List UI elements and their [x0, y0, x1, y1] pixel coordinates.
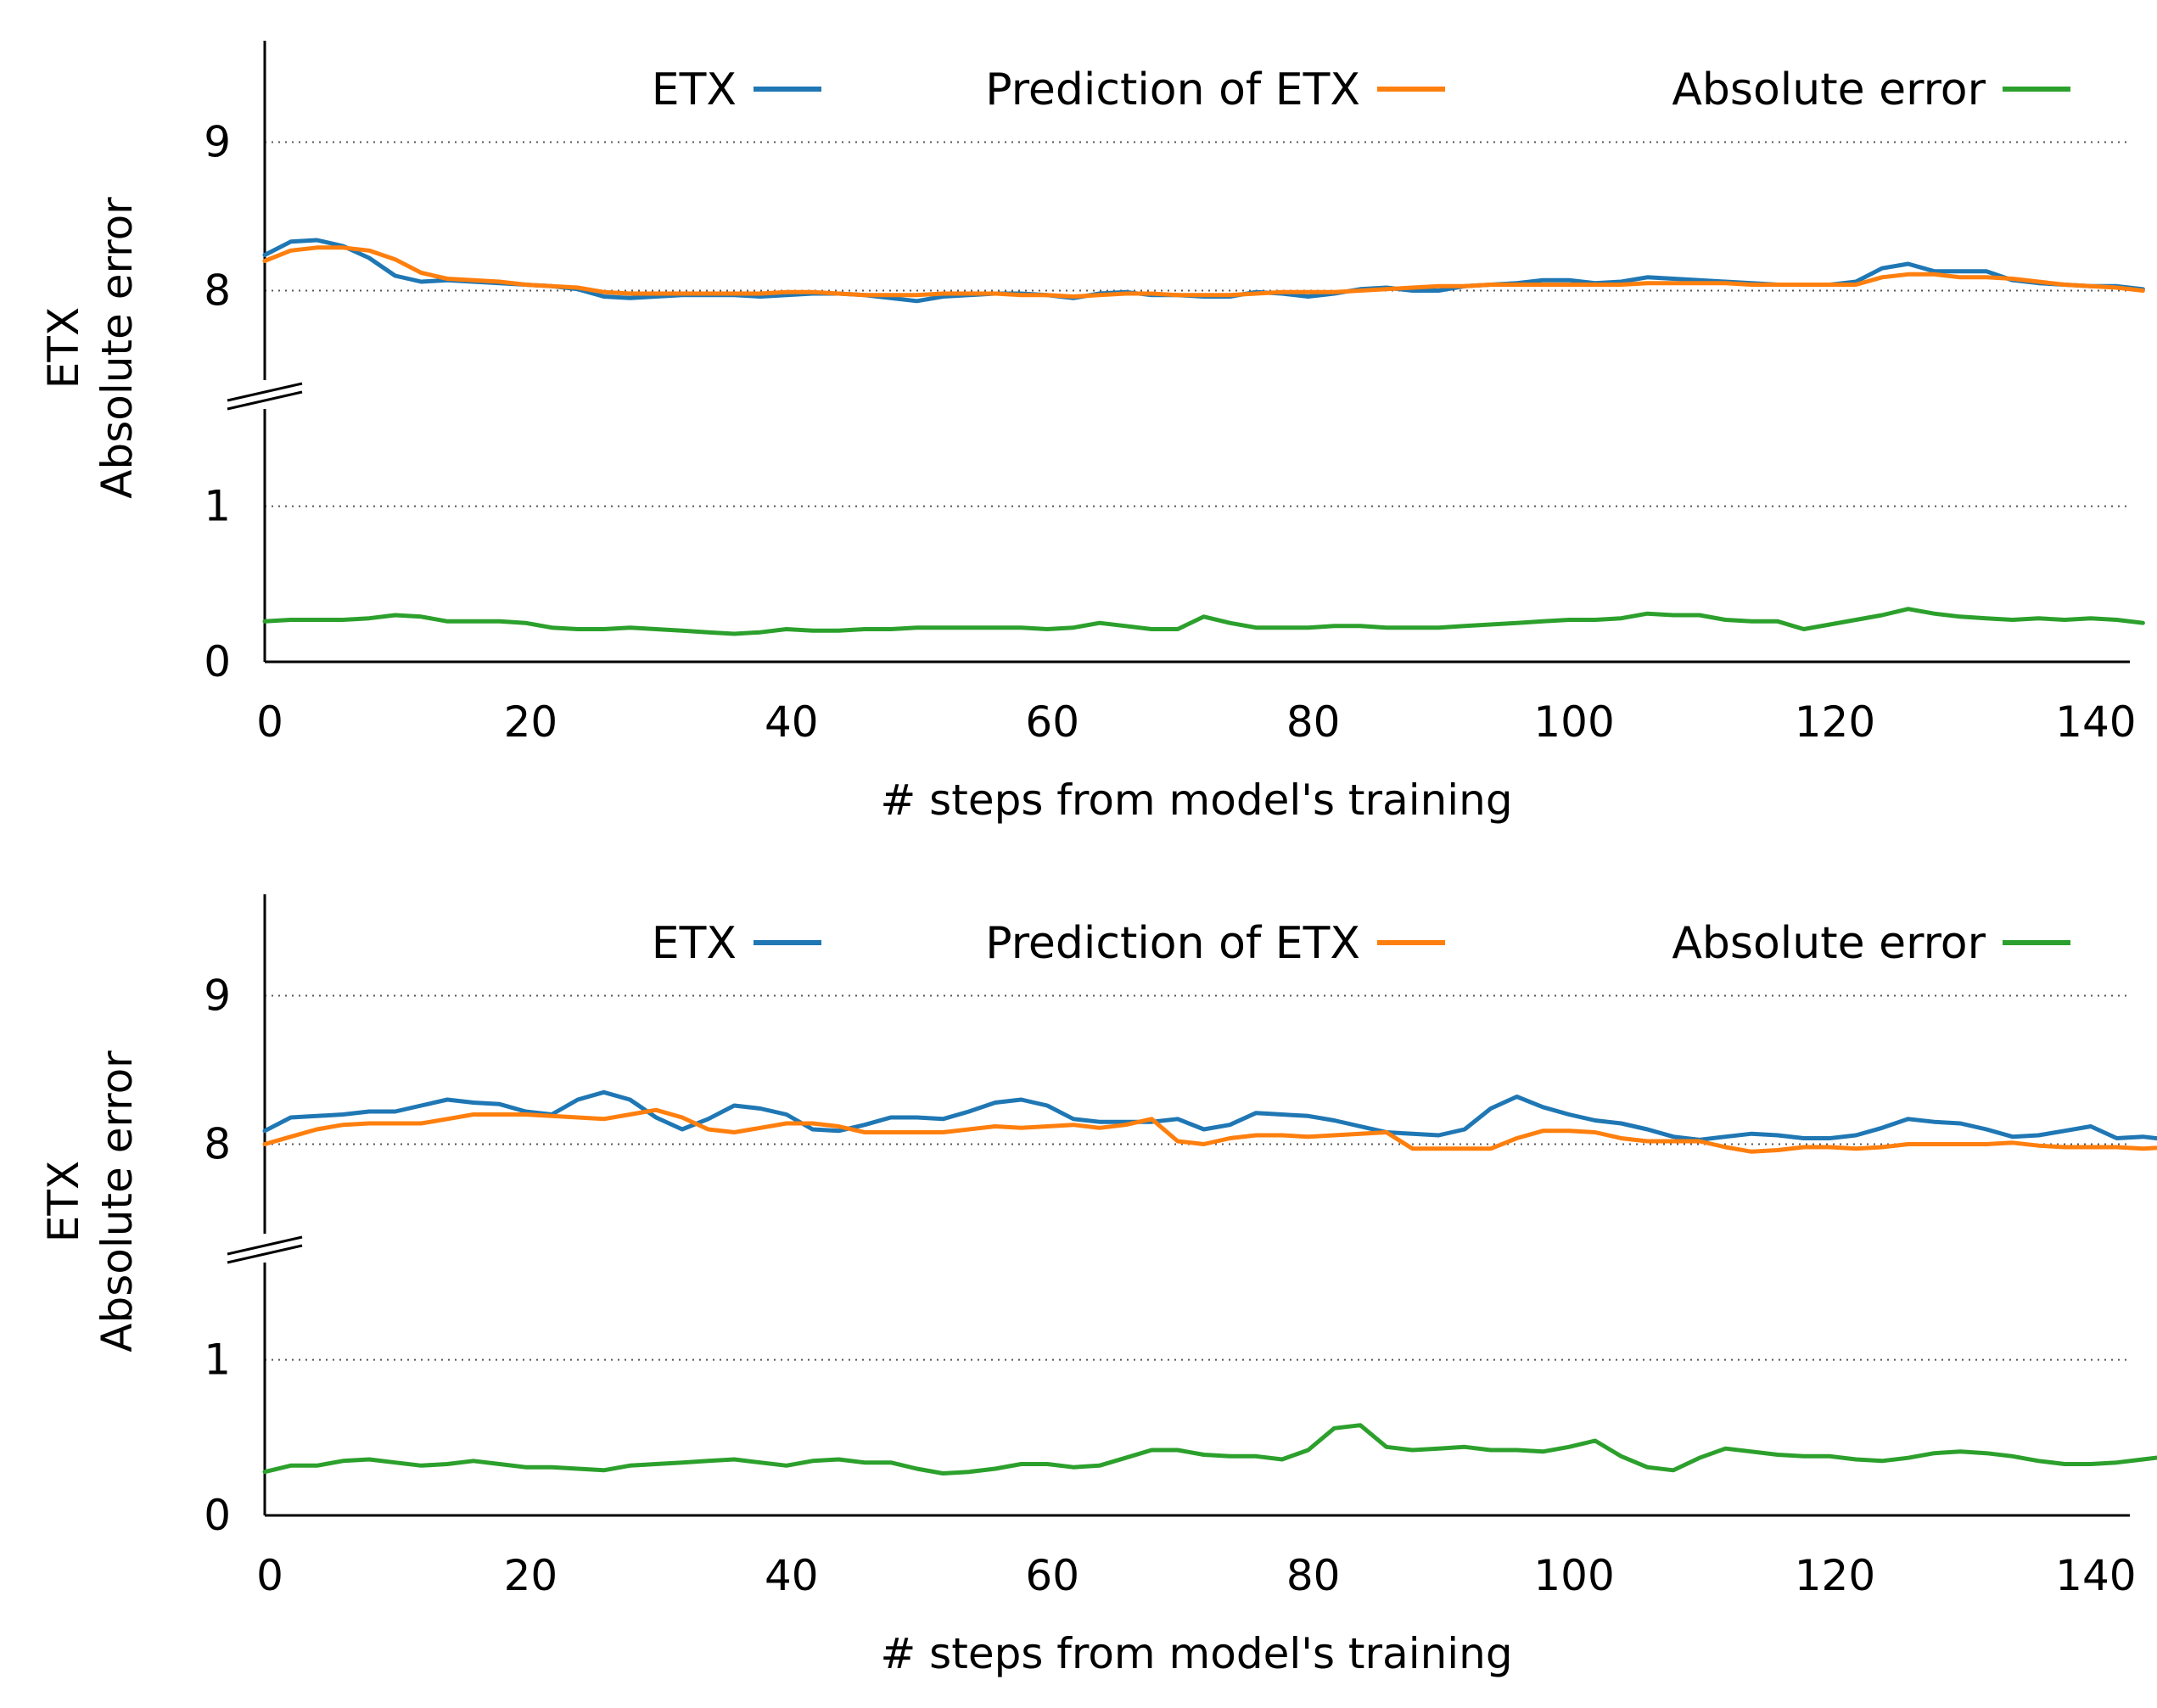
x-tick-label-40: 40 — [765, 1551, 819, 1600]
x-axis-label: # steps from model's training — [880, 1629, 1512, 1678]
y-axis-label: Absolute error — [92, 197, 142, 499]
axis-break-mark — [227, 1244, 303, 1264]
legend-label: ETX — [652, 64, 737, 115]
y-tick-label-9: 9 — [204, 972, 231, 1021]
x-tick-label-100: 100 — [1533, 697, 1614, 747]
legend-label: Prediction of ETX — [985, 918, 1360, 969]
legend-label: ETX — [652, 918, 737, 969]
y-axis-label: Absolute error — [92, 1050, 142, 1352]
x-tick-label-0: 0 — [256, 697, 283, 747]
y-tick-label-8: 8 — [204, 1120, 231, 1169]
y-tick-label-0: 0 — [204, 637, 231, 686]
series-line-absolute-error — [262, 607, 2145, 636]
chart-bottom: 0 1 8 9 0 20 40 60 80 100 120 140 ETX Prediction of … — [0, 854, 2157, 1707]
axes — [227, 41, 2130, 664]
x-tick-label-140: 140 — [2055, 697, 2136, 747]
axes — [227, 894, 2130, 1517]
x-tick-label-20: 20 — [504, 1551, 558, 1600]
series-line-prediction-of-etx — [262, 245, 2145, 299]
x-tick-label-100: 100 — [1533, 1551, 1614, 1600]
x-tick-label-20: 20 — [504, 697, 558, 747]
x-tick-label-0: 0 — [256, 1551, 283, 1600]
y-tick-label-1: 1 — [204, 1336, 231, 1385]
x-tick-label-140: 140 — [2055, 1551, 2136, 1600]
legend-label: Absolute error — [1672, 918, 1986, 969]
axis-break-mark — [227, 390, 303, 411]
y-tick-label-9: 9 — [204, 118, 231, 167]
series-line-etx — [262, 238, 2145, 304]
series-lines — [262, 1089, 2157, 1476]
y-tick-label-0: 0 — [204, 1491, 231, 1540]
x-tick-label-60: 60 — [1025, 697, 1079, 747]
legend-label: Absolute error — [1672, 64, 1986, 115]
x-tick-label-120: 120 — [1795, 1551, 1875, 1600]
legend: ETX Prediction of ETX Absolute error — [652, 918, 2070, 969]
axis-labels: # steps from model's training ETX Absolute… — [39, 197, 1513, 825]
x-tick-label-120: 120 — [1795, 697, 1875, 747]
grid-lines — [265, 141, 2130, 663]
x-tick-label-80: 80 — [1286, 1551, 1341, 1600]
axis-break-mark — [227, 1235, 303, 1256]
series-line-etx — [262, 1089, 2157, 1142]
x-tick-label-40: 40 — [765, 697, 819, 747]
y-tick-label-1: 1 — [204, 482, 231, 531]
x-axis-label: # steps from model's training — [880, 776, 1512, 825]
legend-label: Prediction of ETX — [985, 64, 1360, 115]
axis-break-mark — [227, 382, 303, 402]
series-lines — [262, 238, 2145, 636]
y-axis-label: ETX — [39, 307, 88, 389]
legend: ETX Prediction of ETX Absolute error — [652, 64, 2070, 115]
axis-labels: # steps from model's training ETX Absolute… — [39, 1050, 1513, 1678]
x-tick-label-80: 80 — [1286, 697, 1341, 747]
chart-top: 0 1 8 9 0 20 40 60 80 100 120 140 ETX Prediction of … — [39, 41, 2145, 825]
x-tick-label-60: 60 — [1025, 1551, 1079, 1600]
series-line-prediction-of-etx — [262, 1107, 2157, 1154]
grid-lines — [265, 994, 2130, 1516]
y-tick-label-8: 8 — [204, 266, 231, 316]
y-axis-label: ETX — [39, 1161, 88, 1242]
series-line-absolute-error — [262, 1423, 2157, 1476]
